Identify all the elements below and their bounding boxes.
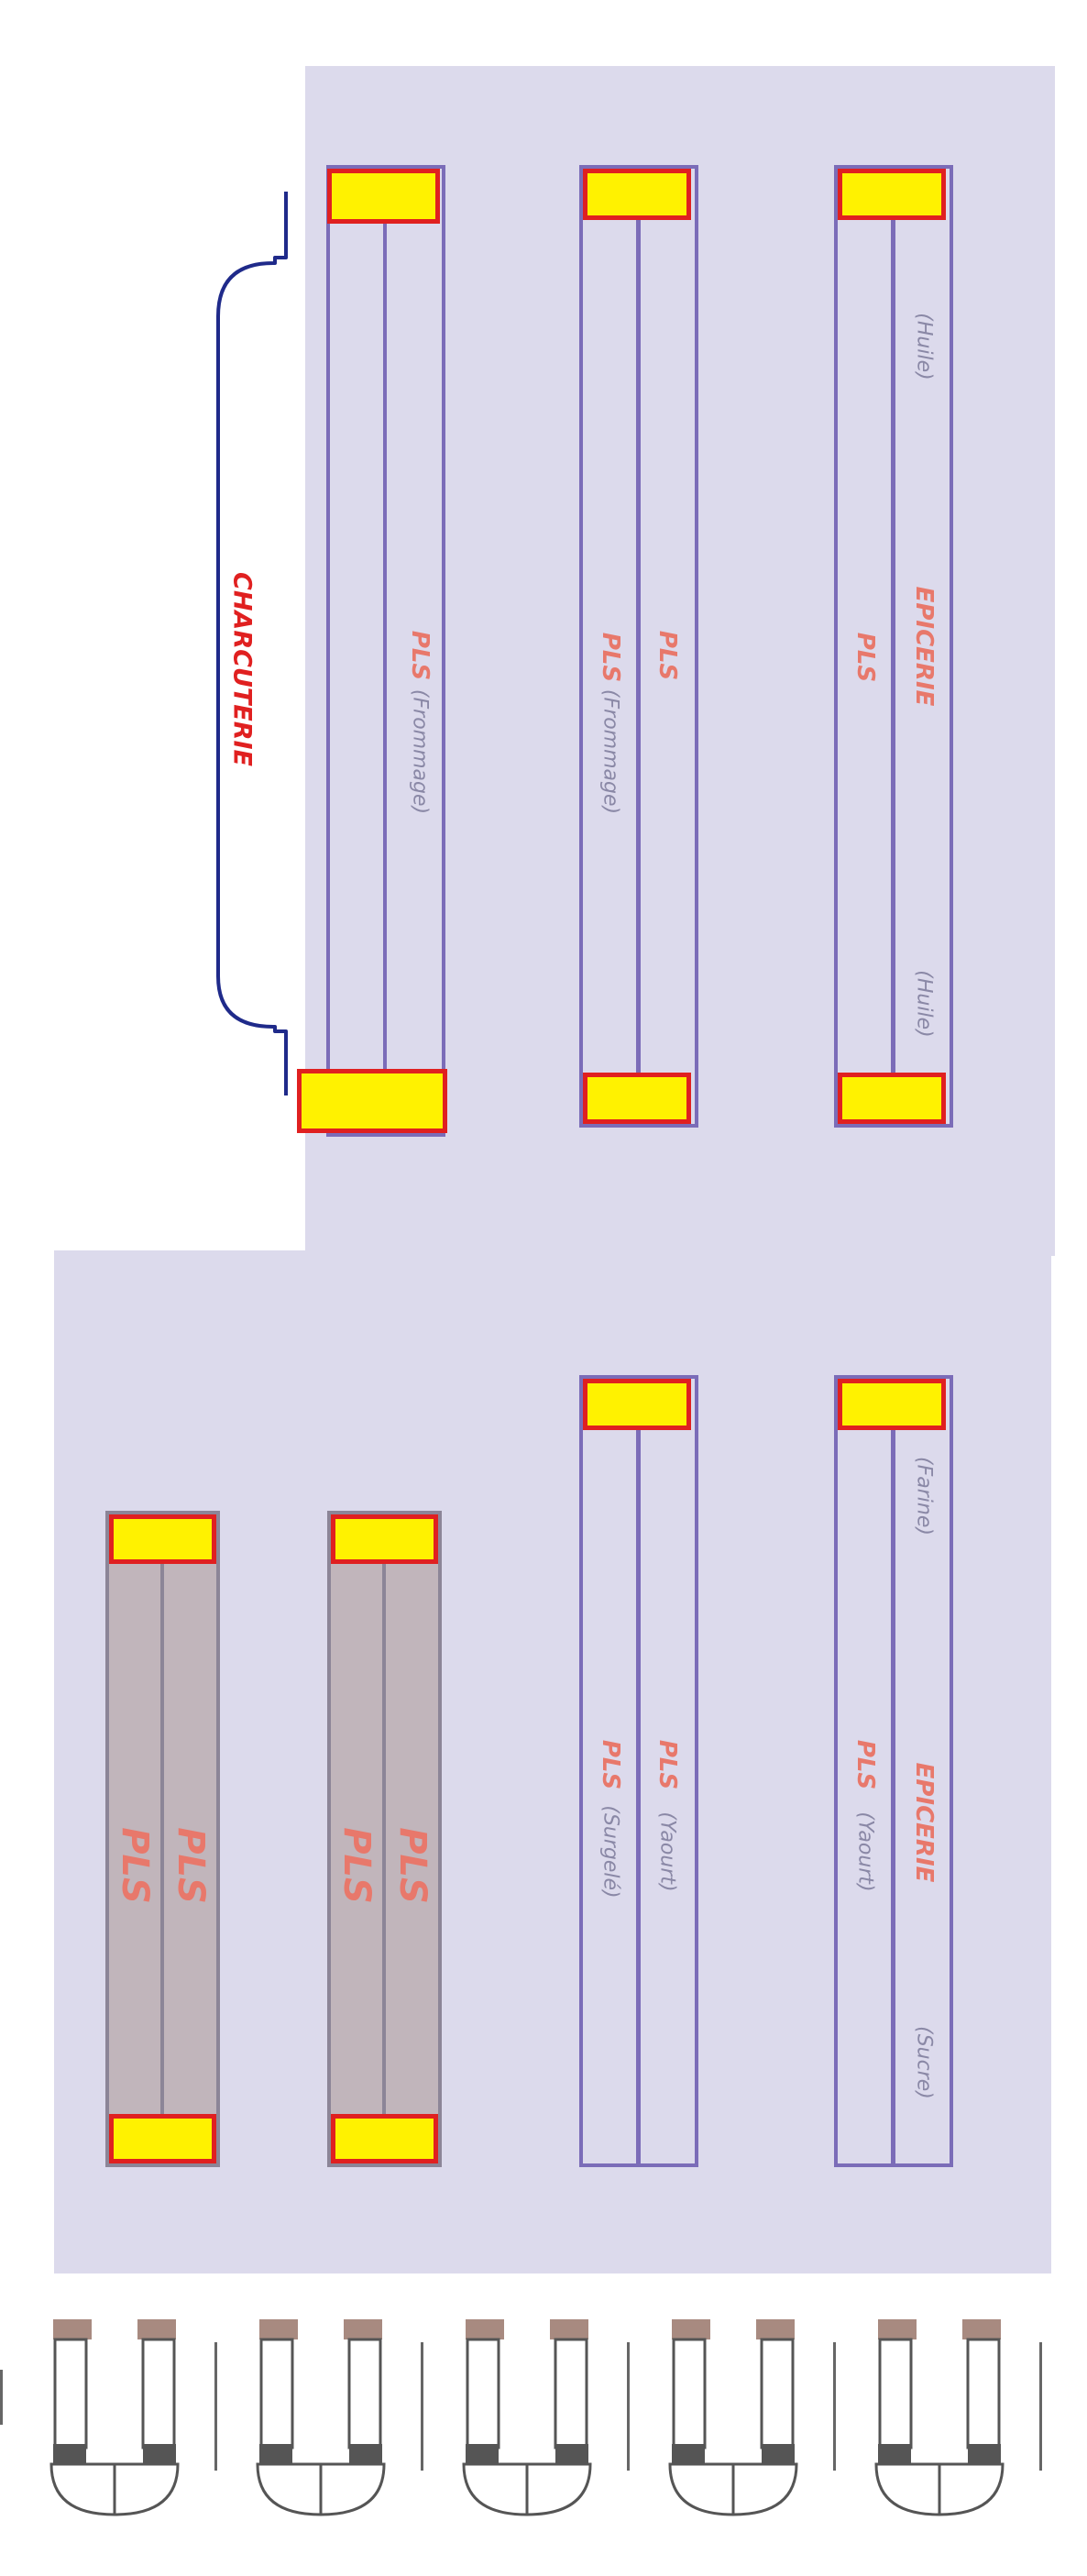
endcap-grey-2-lower [331,2114,438,2163]
rack-sublabel: (Huile) [912,970,936,1038]
rack-sublabel: (Yaourt) [655,1811,679,1892]
rack-label-pls: PLS [653,630,681,681]
checkout-counter-icon [49,2319,180,2516]
shelf-divider [382,1511,386,2167]
rack-sublabel: (Huile) [912,313,936,380]
checkout-separator [214,2342,217,2471]
checkout-lane-4 [664,2317,802,2519]
rack-label-pls: PLS [653,1739,681,1790]
checkout-counter-icon [668,2319,798,2516]
endcap-top-1-lower [297,1069,447,1133]
endcap-bottom-4-upper [838,1379,946,1430]
endcap-top-2-lower [583,1073,691,1124]
charcuterie-counter [216,192,288,1095]
charcuterie-label: CHARCUTERIE [227,572,257,766]
checkout-counter-icon [462,2319,592,2516]
rack-label-pls: PLS [851,1739,879,1790]
rack-label-epicerie: EPICERIE [910,1762,938,1883]
shelf-divider [383,165,387,1137]
rack-label-pls: PLS [170,1827,212,1904]
rack-sublabel: (Sucre) [912,2026,936,2099]
checkout-counter-icon [256,2319,386,2516]
checkout-lane-1 [46,2317,183,2519]
rack-sublabel: (Farine) [912,1457,936,1536]
shelf-divider [891,165,895,1128]
checkout-separator [1039,2342,1042,2471]
rack-sublabel: (Yaourt) [853,1811,877,1892]
rack-label-pls: PLS [597,632,624,683]
checkout-counter-icon [874,2319,1005,2516]
checkout-separator [627,2342,630,2471]
rack-label-pls: PLS [851,632,879,683]
rack-label-pls: PLS [391,1827,434,1904]
rack-label-pls: PLS [335,1827,378,1904]
endcap-top-3-upper [838,169,946,220]
endcap-bottom-3-upper [583,1379,691,1430]
checkout-lane-5 [871,2317,1008,2519]
endcap-top-1-upper [327,169,440,224]
checkout-lane-2 [252,2317,390,2519]
shelf-divider [160,1511,164,2167]
endcap-grey-1-lower [109,2114,216,2163]
top-store-zone [305,66,1055,1256]
rack-sublabel: (Surgelé) [598,1805,622,1899]
rack-label-pls: PLS [114,1827,156,1904]
rack-label-pls: PLS [597,1739,624,1790]
endcap-top-2-upper [583,169,691,220]
endcap-grey-1-upper [109,1514,216,1564]
checkout-separator [0,2370,3,2425]
rack-label-epicerie: EPICERIE [910,586,938,707]
rack-sublabel: (Frommage) [598,688,622,815]
endcap-top-3-lower [838,1073,946,1124]
endcap-grey-2-upper [331,1514,438,1564]
checkout-separator [421,2342,423,2471]
shelf-divider [636,1375,641,2167]
shelf-divider [891,1375,895,2167]
checkout-separator [833,2342,836,2471]
rack-sublabel: (Frommage) [408,688,432,815]
rack-label-pls: PLS [406,630,434,681]
checkout-lane-3 [458,2317,596,2519]
shelf-divider [636,165,641,1128]
